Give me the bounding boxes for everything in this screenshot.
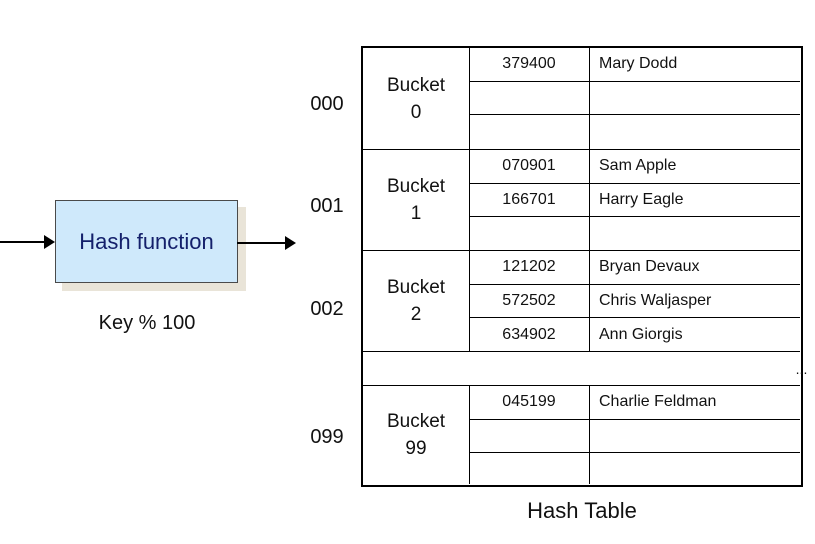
table-row <box>469 217 800 251</box>
record-key: 121202 <box>469 251 590 284</box>
table-caption: Hash Table <box>527 498 637 523</box>
bucket-label-word: Bucket <box>386 176 446 197</box>
input-arrow <box>0 241 48 243</box>
record-name: Ann Giorgis <box>599 325 683 343</box>
bucket-label-number: 0 <box>410 101 422 123</box>
table-row: 045199 Charlie Feldman <box>469 386 800 420</box>
bucket-address: 002 <box>310 298 344 320</box>
record-name: Charlie Feldman <box>599 393 717 411</box>
bucket-label: Bucket 1 <box>363 150 470 250</box>
record-key: 045199 <box>469 386 590 419</box>
bucket-address: 001 <box>310 195 344 217</box>
record-key <box>469 217 590 251</box>
bucket-label-number: 1 <box>410 203 422 224</box>
table-row: 634902 Ann Giorgis <box>469 318 800 352</box>
record-key: 070901 <box>469 150 590 183</box>
bucket-label: Bucket 99 <box>363 386 470 484</box>
table-row <box>469 81 800 115</box>
bucket-label-word: Bucket <box>386 277 446 298</box>
record-key: 634902 <box>469 318 590 352</box>
bucket-label-number: 2 <box>410 304 422 325</box>
hash-function-box: Hash function <box>55 200 238 283</box>
ellipsis-row: ... <box>363 352 807 386</box>
record-name: Harry Eagle <box>599 190 684 208</box>
bucket-label-word: Bucket <box>386 411 446 432</box>
bucket-2: Bucket 2 121202 Bryan Devaux 572502 Chri… <box>363 251 800 352</box>
bucket-label-word: Bucket <box>386 74 446 96</box>
table-row: 121202 Bryan Devaux <box>469 251 800 285</box>
table-row: 070901 Sam Apple <box>469 150 800 184</box>
record-name: Bryan Devaux <box>599 258 700 276</box>
bucket-0: Bucket 0 379400 Mary Dodd <box>363 48 800 150</box>
output-arrow-head <box>285 236 296 250</box>
bucket-label: Bucket 2 <box>363 251 470 351</box>
record-key: 379400 <box>469 48 590 81</box>
hash-formula: Key % 100 <box>98 312 196 334</box>
record-key <box>469 115 590 149</box>
record-key: 166701 <box>469 183 590 216</box>
bucket-label-number: 99 <box>405 438 427 459</box>
hash-table: Bucket 0 379400 Mary Dodd Bucket 1 07090… <box>361 46 807 487</box>
table-row <box>469 419 800 453</box>
table-row: 166701 Harry Eagle <box>469 183 800 217</box>
hash-function-label: Hash function <box>79 228 214 254</box>
record-key <box>469 81 590 114</box>
bucket-label: Bucket 0 <box>363 48 470 149</box>
table-row: 572502 Chris Waljasper <box>469 284 800 318</box>
table-row: 379400 Mary Dodd <box>469 48 800 82</box>
record-name: Mary Dodd <box>599 55 678 73</box>
record-key <box>469 453 590 484</box>
record-key <box>469 419 590 452</box>
record-name: Chris Waljasper <box>599 291 712 309</box>
ellipsis: ... <box>795 360 808 377</box>
bucket-address: 099 <box>310 426 344 448</box>
table-row <box>469 453 800 484</box>
bucket-99: Bucket 99 045199 Charlie Feldman <box>363 386 800 484</box>
record-name: Sam Apple <box>599 157 677 175</box>
output-arrow <box>237 242 289 244</box>
bucket-1: Bucket 1 070901 Sam Apple 166701 Harry E… <box>363 150 800 251</box>
table-row <box>469 115 800 149</box>
input-arrow-head <box>44 235 55 249</box>
record-key: 572502 <box>469 284 590 317</box>
bucket-address: 000 <box>310 93 344 115</box>
